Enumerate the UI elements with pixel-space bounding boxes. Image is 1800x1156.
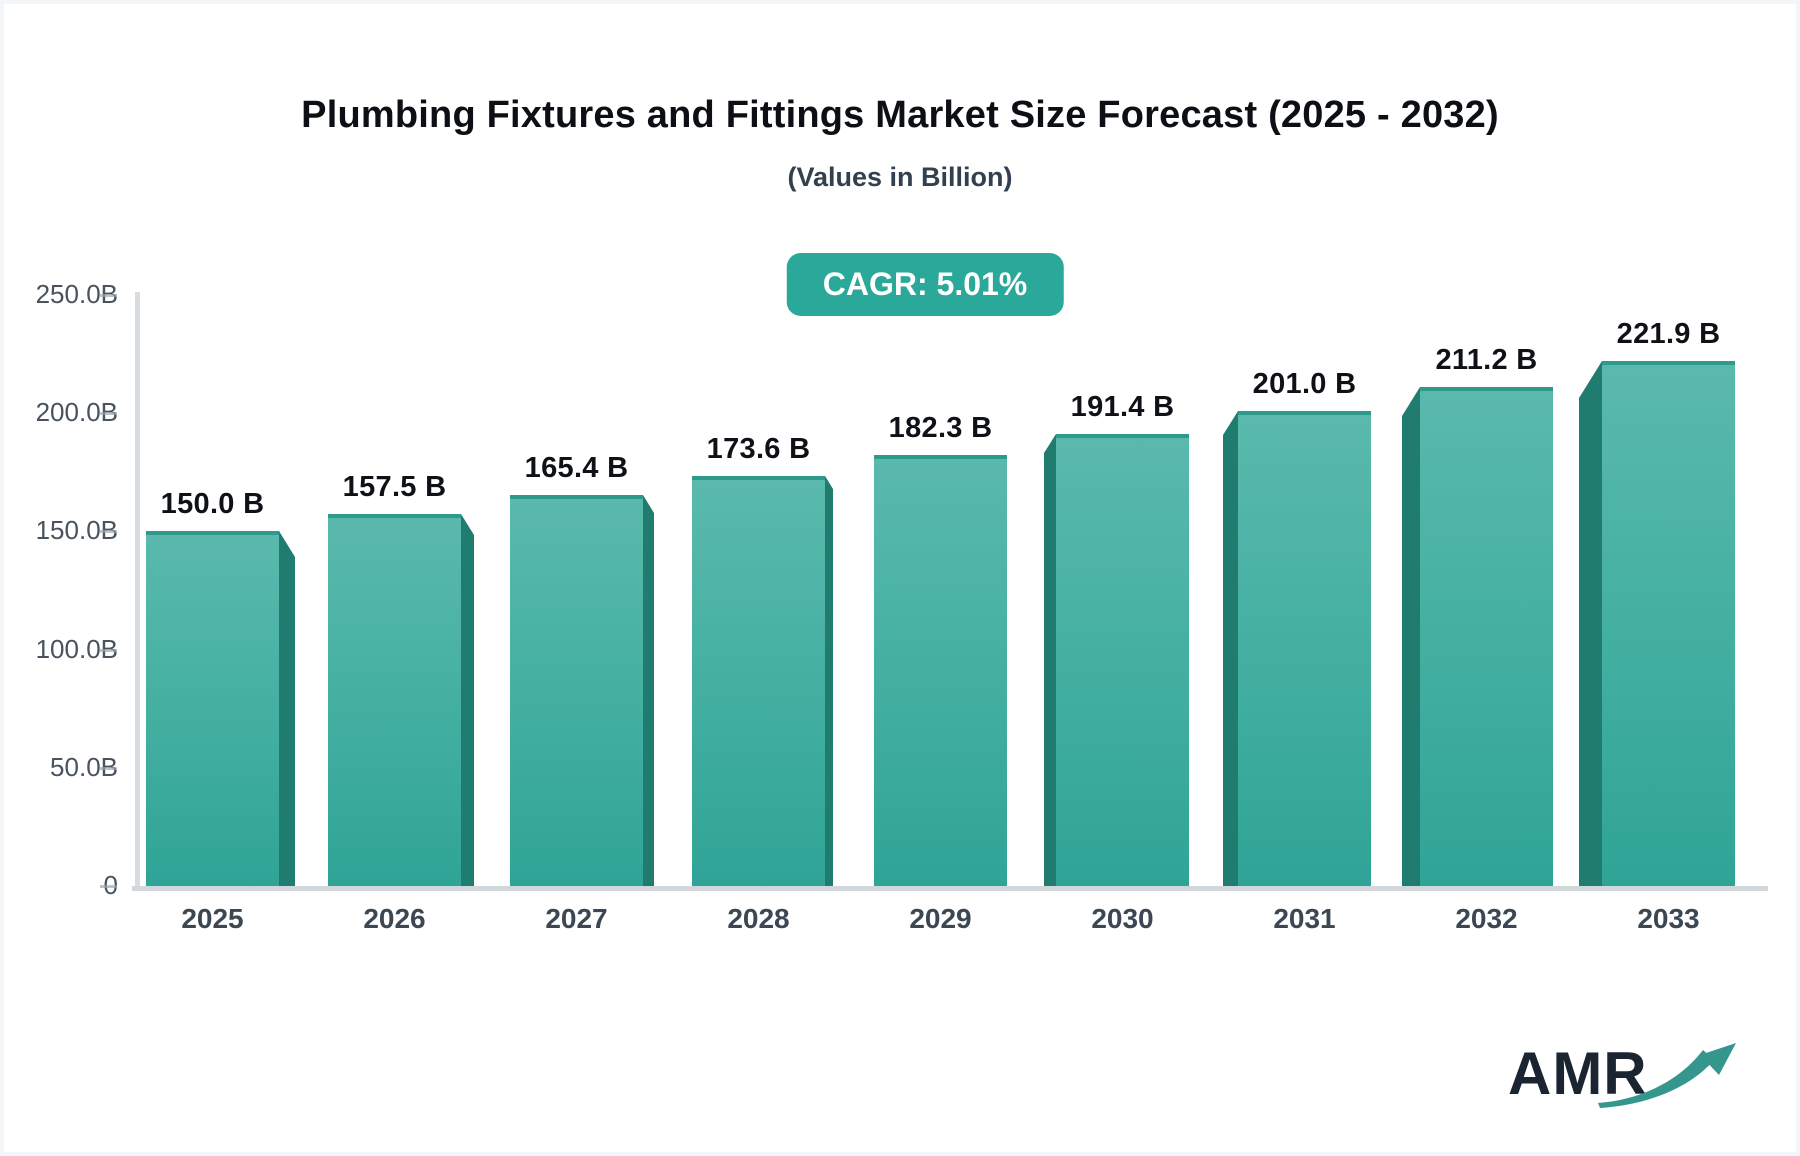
amr-logo: AMR xyxy=(1508,1034,1748,1114)
bar-side-face xyxy=(1579,361,1602,886)
bar-2028[interactable]: 173.6 B xyxy=(692,433,833,886)
bar-value-label: 211.2 B xyxy=(1435,344,1538,376)
bar-value-label: 157.5 B xyxy=(342,471,447,503)
bar-2029[interactable]: 182.3 B xyxy=(874,412,1007,886)
x-axis-label-2029: 2029 xyxy=(909,903,972,934)
bar-side-face xyxy=(643,495,654,886)
bar-value-label: 165.4 B xyxy=(524,452,629,484)
bar-2033[interactable]: 221.9 B xyxy=(1579,318,1735,886)
bar-side-face xyxy=(461,514,474,886)
bar-side-face xyxy=(1402,387,1420,886)
plot-area: 150.0 B 157.5 B 165.4 B 173.6 B 182.3 B 191.4… xyxy=(140,295,1760,886)
y-tick-mark xyxy=(100,648,117,652)
bar-value-label: 182.3 B xyxy=(888,412,993,444)
chart-title: Plumbing Fixtures and Fittings Market Si… xyxy=(301,94,1499,136)
bar-2026[interactable]: 157.5 B xyxy=(328,471,474,886)
x-axis-label-2027: 2027 xyxy=(545,903,608,934)
bar-side-face xyxy=(1223,411,1238,886)
x-axis-label-2026: 2026 xyxy=(363,903,426,934)
bar-2027[interactable]: 165.4 B xyxy=(510,452,654,886)
bar-2032[interactable]: 211.2 B xyxy=(1402,344,1553,886)
chart-subtitle: (Values in Billion) xyxy=(787,162,1013,192)
x-axis-label-2025: 2025 xyxy=(181,903,244,934)
bar-2025[interactable]: 150.0 B xyxy=(146,488,295,886)
bar-value-label: 150.0 B xyxy=(160,488,265,520)
x-axis-label-2030: 2030 xyxy=(1091,903,1154,934)
x-axis-label-2032: 2032 xyxy=(1455,903,1518,934)
x-axis-label-2028: 2028 xyxy=(727,903,790,934)
x-axis-label-2033: 2033 xyxy=(1637,903,1700,934)
y-tick-mark xyxy=(100,766,117,770)
x-axis-label-2031: 2031 xyxy=(1273,903,1336,934)
bar-2030[interactable]: 191.4 B xyxy=(1044,391,1189,886)
cagr-badge-label: CAGR: 5.01% xyxy=(822,266,1028,302)
bar-side-face xyxy=(825,476,833,886)
amr-logo-text: AMR xyxy=(1508,1040,1648,1107)
x-axis: 2025 2026 2027 2028 2029 2030 2031 2032 2033 xyxy=(140,903,1760,943)
y-tick-mark xyxy=(100,412,117,416)
bar-value-label: 221.9 B xyxy=(1616,318,1721,350)
y-tick-mark xyxy=(100,885,117,888)
bar-value-label: 173.6 B xyxy=(706,433,811,465)
y-tick-mark xyxy=(100,294,117,297)
bar-2031[interactable]: 201.0 B xyxy=(1223,368,1371,886)
y-axis-line xyxy=(135,292,140,891)
bar-side-face xyxy=(1044,434,1056,886)
cagr-badge: CAGR: 5.01% xyxy=(786,253,1064,316)
y-tick-mark xyxy=(100,530,117,534)
x-axis-line xyxy=(132,886,1768,891)
bar-value-label: 201.0 B xyxy=(1252,368,1357,400)
bar-side-face xyxy=(279,531,295,886)
bar-value-label: 191.4 B xyxy=(1070,391,1175,423)
amr-arrow-icon xyxy=(1598,1043,1736,1108)
